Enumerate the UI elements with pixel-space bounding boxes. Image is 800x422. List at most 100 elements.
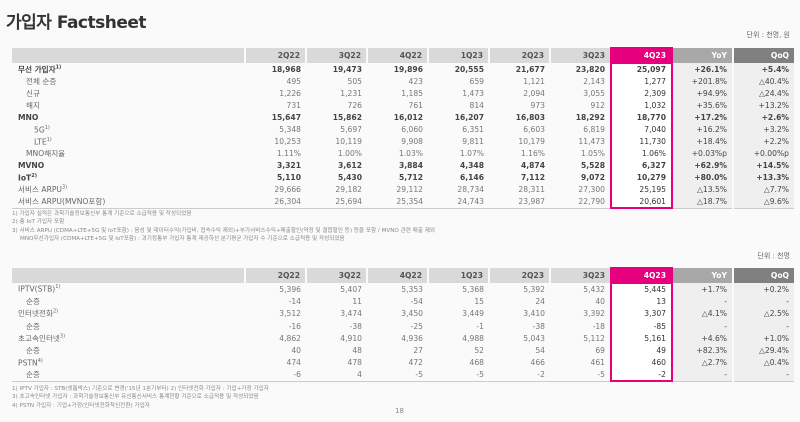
cell-value: 478 (347, 358, 363, 368)
row-label: PSTN4) (12, 357, 245, 369)
row-label: 해지 (12, 99, 245, 111)
cell-value: 22,790 (550, 196, 611, 209)
cell-value: 25,097 (610, 63, 673, 76)
footnote-ref: 3) (61, 184, 68, 191)
cell-value: +26.1% (671, 63, 733, 76)
table-row: 서비스 ARPU3) 29,666 29,182 29,112 28,734 28,311… (12, 183, 794, 197)
cell-value: 23,987 (489, 196, 550, 209)
cell-value: 19,896 (393, 64, 423, 74)
row-label: 신규 (12, 87, 245, 99)
footnote-ref: 1) (44, 124, 50, 131)
table-row: 무선 가입자1) 18,968 19,473 19,896 20,555 21,677 23… (12, 63, 794, 76)
row-label: 전체 순증 (12, 75, 245, 87)
cell-value: 5,161 (610, 332, 673, 345)
cell-value: 1.03% (398, 149, 423, 159)
table-row: 순증 -14 11 -54 15 24 40 13- - (12, 295, 794, 308)
cell-value: 5,407 (340, 284, 362, 294)
row-label-text: MVNO (18, 161, 45, 171)
cell-value: 13 (610, 295, 673, 308)
row-label-text: 순증 (26, 296, 40, 306)
row-label-text: 순증 (26, 370, 40, 380)
cell-value: 973 (530, 100, 546, 110)
cell-value: 1.06% (610, 147, 673, 160)
header-label (12, 268, 245, 283)
cell-value: 16,012 (393, 112, 423, 122)
cell-value: 6,146 (459, 173, 484, 183)
footnote: 2) 총 IoT 가입자 포함 (12, 219, 65, 226)
row-label: MVNO (12, 160, 245, 172)
cell-value: 5,396 (279, 284, 301, 294)
cell-value: 4,348 (459, 161, 484, 171)
cell-value: -5 (428, 369, 489, 382)
cell-value: 4 (306, 369, 367, 382)
cell-value: +0.2% (732, 283, 794, 296)
cell-value: 472 (408, 358, 424, 368)
cell-value: △2.5% (732, 307, 794, 320)
cell-value: +13.2% (732, 99, 794, 112)
cell-value: 761 (408, 100, 424, 110)
row-label-text: 순증 (26, 346, 40, 356)
footnote: 4) PSTN 가입자 : 기업+가정(인터넷전화착신전환) 가입자 (12, 402, 150, 409)
row-label-text: 인터넷전화 (18, 309, 53, 319)
row-label-text: IPTV(STB) (18, 284, 56, 294)
row-label-text: 해지 (26, 100, 40, 110)
wireless-subscribers-table: 2Q22 3Q22 4Q22 1Q23 2Q23 3Q23 4Q23 YoY QoQ 무선 가입자… (12, 47, 794, 210)
row-label: 5G1) (12, 123, 245, 135)
cell-value: 1.00% (337, 149, 362, 159)
cell-value: △40.4% (732, 75, 794, 88)
row-label: 순증 (12, 320, 245, 332)
table-row: IoT2) 5,110 5,430 5,712 6,146 7,112 9,072 10,27… (12, 171, 794, 184)
cell-value: 16,803 (515, 112, 545, 122)
cell-value: -16 (288, 321, 301, 331)
cell-value: 466 (530, 358, 546, 368)
table-row: MNO 15,647 15,862 16,012 16,207 16,803 18,292 1… (12, 111, 794, 124)
cell-value: 69 (595, 346, 605, 356)
table-row: 전체 순증 495 505 423 659 1,121 2,143 1,277 +201.8% △… (12, 75, 794, 88)
cell-value: 2,143 (583, 76, 605, 86)
cell-value: +1.7% (671, 283, 733, 296)
cell-value: 16,207 (454, 112, 484, 122)
cell-value: 5,528 (580, 161, 605, 171)
cell-value: △7.7% (732, 183, 794, 197)
cell-value: 3,055 (583, 88, 605, 98)
cell-value: 1,226 (279, 88, 301, 98)
footnote: MNO무선가입자 (CDMA+LTE+5G 및 IoT포함) : 과기정통부 가… (20, 235, 345, 242)
row-label-text: MNO (18, 112, 39, 122)
cell-value: 18,968 (271, 64, 301, 74)
cell-value: -18 (592, 321, 605, 331)
column-header: 2Q23 (488, 48, 550, 63)
cell-value: 10,119 (335, 137, 362, 147)
cell-value: -5 (367, 369, 428, 382)
cell-value: 726 (347, 100, 363, 110)
cell-value: -2 (489, 369, 550, 382)
cell-value: 468 (469, 358, 485, 368)
cell-value: 25,694 (306, 196, 367, 209)
cell-value: 5,445 (610, 283, 673, 296)
cell-value: 1,121 (523, 76, 545, 86)
cell-value: -38 (532, 321, 545, 331)
row-label-text: 순증 (26, 321, 40, 331)
cell-value: △29.4% (732, 344, 794, 357)
cell-value: 5,112 (583, 333, 605, 343)
cell-value: 29,182 (335, 185, 362, 195)
cell-value: +201.8% (671, 75, 733, 88)
cell-value: +1.0% (732, 332, 794, 345)
cell-value: 1.11% (276, 149, 301, 159)
cell-value: - (671, 319, 733, 333)
cell-value: 1,277 (610, 75, 673, 88)
cell-value: 3,884 (398, 161, 423, 171)
cell-value: 40 (291, 346, 301, 356)
row-label: 순증 (12, 369, 245, 382)
cell-value: 40 (595, 296, 605, 306)
cell-value: 5,432 (583, 284, 605, 294)
cell-value: 1,032 (610, 99, 673, 112)
cell-value: △24.4% (732, 87, 794, 100)
table-row: 5G1) 5,348 5,697 6,060 6,351 6,603 6,819 7,040 +… (12, 123, 794, 136)
cell-value: 423 (408, 76, 424, 86)
cell-value: +13.3% (732, 171, 794, 184)
table-row: 순증 -16 -38 -25 -1 -38 -18 -85- - (12, 319, 794, 333)
row-label-text: 무선 가입자 (18, 64, 56, 74)
cell-value: 20,601 (610, 196, 673, 210)
cell-value: 11,473 (578, 137, 605, 147)
cell-value: +18.4% (671, 135, 733, 148)
